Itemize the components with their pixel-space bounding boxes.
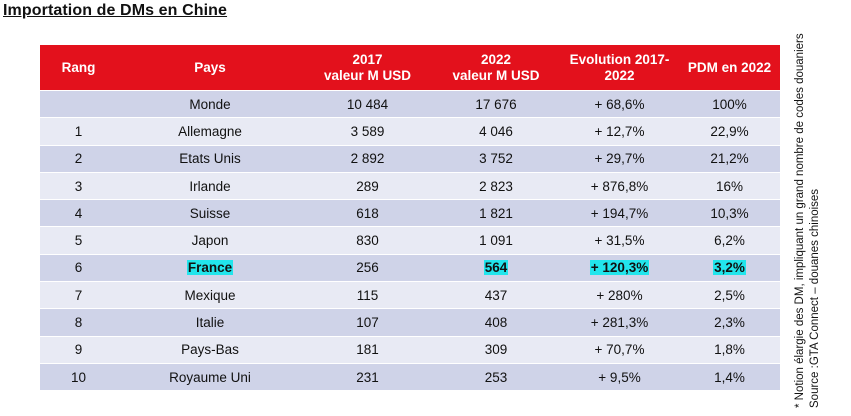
table-row: 1 Allemagne 3 589 4 046 + 12,7% 22,9% xyxy=(40,117,780,146)
header-2022-year: 2022 xyxy=(480,51,512,67)
cell-2022: 2 823 xyxy=(432,171,560,200)
table-row: 3 Irlande 289 2 823 + 876,8% 16% xyxy=(40,171,780,200)
cell-2022: 309 xyxy=(432,335,560,364)
header-2022-unit: valeur M USD xyxy=(452,67,540,83)
cell-pays: Mexique xyxy=(117,281,303,309)
cell-rang: 7 xyxy=(40,281,117,309)
page-title: Importation de DMs en Chine xyxy=(3,2,228,19)
table-row: 10 Royaume Uni 231 253 + 9,5% 1,4% xyxy=(40,362,780,391)
header-evolution: Evolution 2017- 2022 xyxy=(560,45,679,91)
cell-pdm: 6,2% xyxy=(679,226,780,255)
table-row-monde: Monde 10 484 17 676 + 68,6% 100% xyxy=(40,89,780,118)
cell-pdm: 2,5% xyxy=(679,281,780,309)
cell-evolution: + 68,6% xyxy=(560,89,679,118)
cell-rang xyxy=(40,89,117,118)
cell-pays: Japon xyxy=(117,226,303,255)
header-2022: 2022 valeur M USD xyxy=(432,45,560,91)
highlight-pays: France xyxy=(186,260,234,276)
table-row: 2 Etats Unis 2 892 3 752 + 29,7% 21,2% xyxy=(40,144,780,173)
cell-2017: 231 xyxy=(303,362,432,391)
cell-pays: Suisse xyxy=(117,199,303,227)
cell-2022: 437 xyxy=(432,281,560,309)
cell-2017: 181 xyxy=(303,335,432,364)
table-row: 8 Italie 107 408 + 281,3% 2,3% xyxy=(40,308,780,337)
cell-evolution: + 70,7% xyxy=(560,335,679,364)
cell-pdm: 3,2% xyxy=(679,253,780,282)
cell-2017: 618 xyxy=(303,199,432,227)
cell-2022: 564 xyxy=(432,253,560,282)
cell-pays: Etats Unis xyxy=(117,144,303,173)
cell-2017: 256 xyxy=(303,253,432,282)
table-row: 7 Mexique 115 437 + 280% 2,5% xyxy=(40,281,780,309)
cell-evolution: + 194,7% xyxy=(560,199,679,227)
cell-pdm: 100% xyxy=(679,89,780,118)
table-header-row: Rang Pays 2017 valeur M USD 2022 valeur … xyxy=(40,45,780,91)
cell-pdm: 1,8% xyxy=(679,335,780,364)
cell-2022: 1 821 xyxy=(432,199,560,227)
cell-2022: 3 752 xyxy=(432,144,560,173)
cell-rang: 10 xyxy=(40,362,117,391)
header-pays: Pays xyxy=(117,45,303,91)
cell-pdm: 16% xyxy=(679,171,780,200)
cell-pays: Italie xyxy=(117,308,303,337)
header-2017-year: 2017 xyxy=(352,51,383,67)
header-evolution-line2: 2022 xyxy=(604,67,635,83)
cell-evolution: + 9,5% xyxy=(560,362,679,391)
cell-pays: Pays-Bas xyxy=(117,335,303,364)
cell-pays: France xyxy=(117,253,303,282)
cell-evolution: + 12,7% xyxy=(560,117,679,146)
cell-rang: 1 xyxy=(40,117,117,146)
cell-2017: 289 xyxy=(303,171,432,200)
import-table: Rang Pays 2017 valeur M USD 2022 valeur … xyxy=(40,45,780,391)
cell-2017: 10 484 xyxy=(303,89,432,118)
cell-2022: 1 091 xyxy=(432,226,560,255)
cell-2017: 830 xyxy=(303,226,432,255)
highlight-evolution: + 120,3% xyxy=(589,260,650,276)
cell-pays: Allemagne xyxy=(117,117,303,146)
header-pdm: PDM en 2022 xyxy=(679,45,780,91)
cell-pdm: 10,3% xyxy=(679,199,780,227)
cell-evolution: + 120,3% xyxy=(560,253,679,282)
header-evolution-line1: Evolution 2017- xyxy=(569,51,670,67)
header-2017: 2017 valeur M USD xyxy=(303,45,432,91)
table-row: 5 Japon 830 1 091 + 31,5% 6,2% xyxy=(40,226,780,255)
cell-rang: 6 xyxy=(40,253,117,282)
cell-rang: 3 xyxy=(40,171,117,200)
cell-evolution: + 280% xyxy=(560,281,679,309)
footnote-definition: * Notion élargie des DM, impliquant un g… xyxy=(794,33,806,408)
cell-rang: 9 xyxy=(40,335,117,364)
table-row: 9 Pays-Bas 181 309 + 70,7% 1,8% xyxy=(40,335,780,364)
cell-2017: 2 892 xyxy=(303,144,432,173)
cell-pays: Irlande xyxy=(117,171,303,200)
cell-2022: 4 046 xyxy=(432,117,560,146)
cell-rang: 8 xyxy=(40,308,117,337)
header-rang: Rang xyxy=(40,45,117,91)
cell-evolution: + 281,3% xyxy=(560,308,679,337)
cell-evolution: + 31,5% xyxy=(560,226,679,255)
cell-rang: 4 xyxy=(40,199,117,227)
cell-pays: Royaume Uni xyxy=(117,362,303,391)
highlight-2022: 564 xyxy=(483,260,509,276)
cell-rang: 2 xyxy=(40,144,117,173)
highlight-pdm: 3,2% xyxy=(713,260,746,276)
cell-2017: 107 xyxy=(303,308,432,337)
cell-evolution: + 29,7% xyxy=(560,144,679,173)
cell-evolution: + 876,8% xyxy=(560,171,679,200)
cell-2017: 3 589 xyxy=(303,117,432,146)
cell-pays: Monde xyxy=(117,89,303,118)
cell-pdm: 1,4% xyxy=(679,362,780,391)
cell-2017: 115 xyxy=(303,281,432,309)
cell-2022: 17 676 xyxy=(432,89,560,118)
cell-2022: 408 xyxy=(432,308,560,337)
table-row-france-highlighted: 6 France 256 564 + 120,3% 3,2% xyxy=(40,253,780,282)
footnote-source: Source :GTA Connect – douanes chinoises xyxy=(809,188,821,408)
footnote-rotated: * Notion élargie des DM, impliquant un g… xyxy=(793,8,823,408)
cell-pdm: 21,2% xyxy=(679,144,780,173)
cell-2022: 253 xyxy=(432,362,560,391)
header-2017-unit: valeur M USD xyxy=(323,67,412,83)
cell-pdm: 2,3% xyxy=(679,308,780,337)
table-row: 4 Suisse 618 1 821 + 194,7% 10,3% xyxy=(40,199,780,227)
cell-rang: 5 xyxy=(40,226,117,255)
cell-pdm: 22,9% xyxy=(679,117,780,146)
